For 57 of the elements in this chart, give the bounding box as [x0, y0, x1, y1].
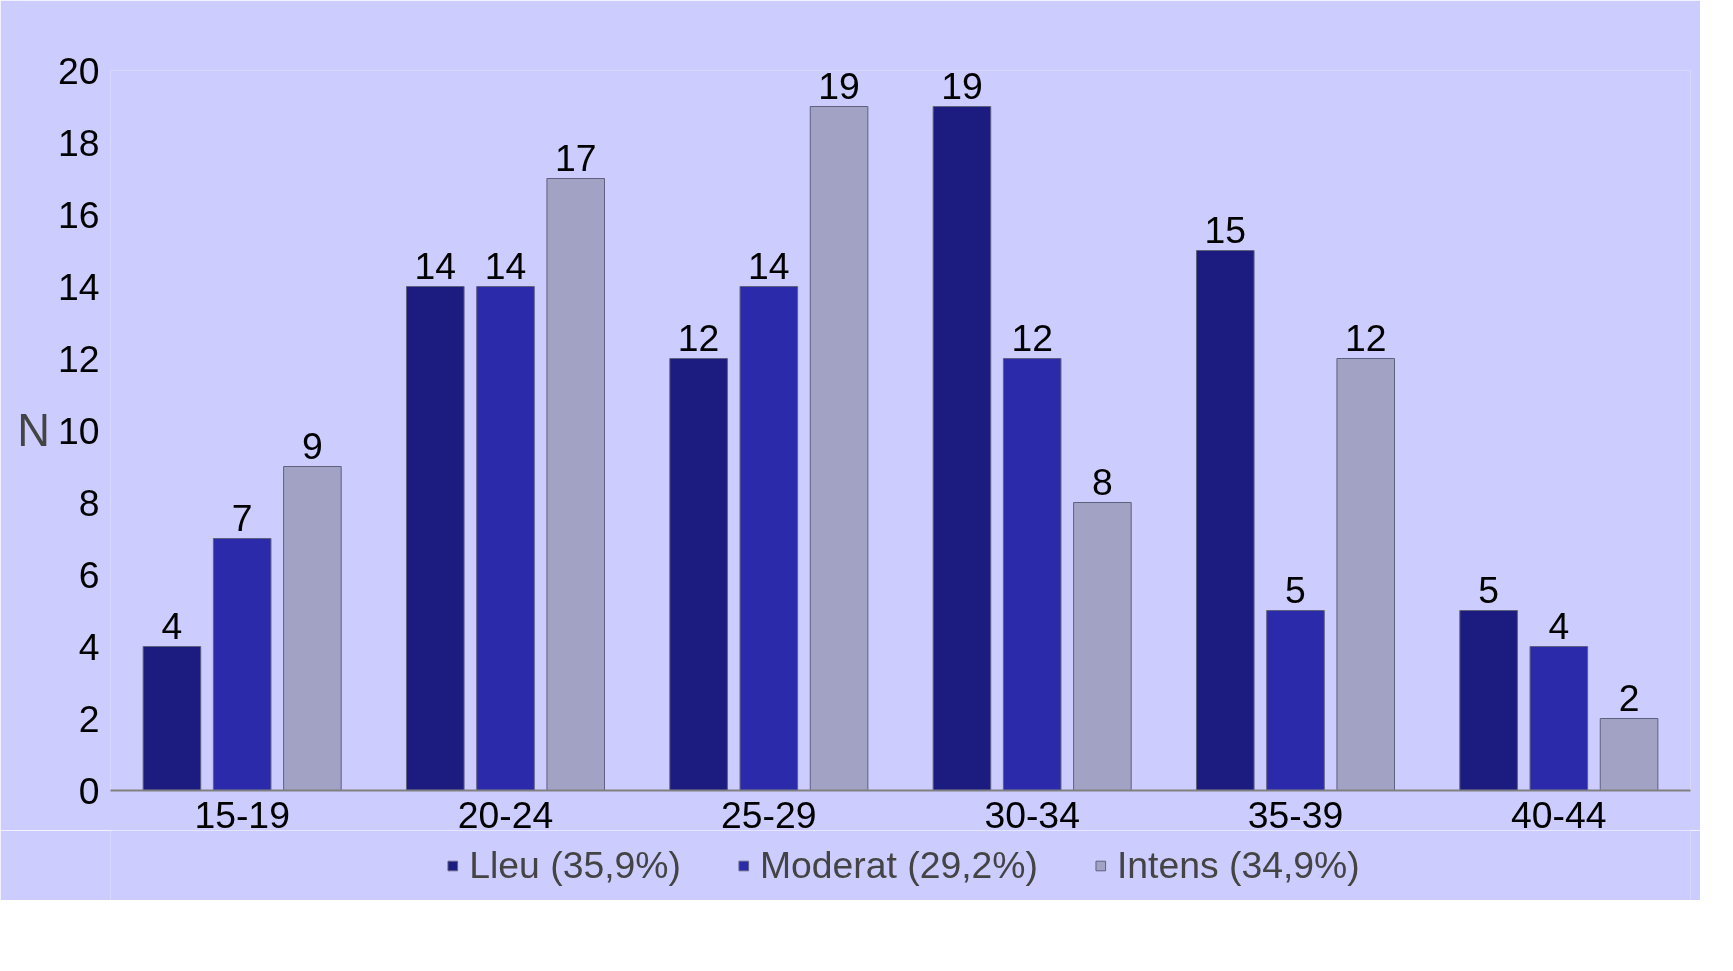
bar — [283, 466, 342, 791]
data-label: 14 — [484, 244, 527, 287]
y-tick-label: 10 — [57, 409, 100, 452]
bar — [1459, 610, 1518, 791]
legend-label: Lleu (35,9%) — [469, 843, 681, 887]
bar — [669, 358, 728, 791]
y-axis-title: N — [17, 405, 50, 456]
bar — [1073, 502, 1132, 791]
data-label: 7 — [231, 496, 253, 539]
y-tick-label: 20 — [57, 49, 100, 92]
data-label: 14 — [414, 244, 457, 287]
bar — [1529, 646, 1589, 791]
data-label: 12 — [1011, 316, 1053, 359]
legend-label: Moderat (29,2%) — [759, 843, 1038, 887]
y-tick-label: 12 — [57, 337, 100, 380]
y-tick-label: 2 — [78, 697, 100, 740]
data-label: 12 — [1344, 316, 1387, 359]
x-tick-label: 25-29 — [721, 793, 817, 836]
x-tick-label: 20-24 — [457, 793, 554, 836]
data-label: 8 — [1092, 460, 1113, 503]
data-label: 4 — [161, 604, 183, 647]
x-tick-label: 30-34 — [984, 793, 1080, 836]
data-label: 4 — [1548, 604, 1570, 647]
y-tick-label: 8 — [78, 481, 100, 524]
legend-label: Intens (34,9%) — [1116, 843, 1360, 887]
data-label: 19 — [818, 64, 860, 107]
data-label: 12 — [677, 316, 720, 359]
bar — [476, 286, 535, 791]
y-tick-label: 4 — [78, 625, 100, 668]
bar — [546, 178, 606, 791]
bar — [932, 106, 992, 791]
bar — [1266, 610, 1325, 791]
data-label: 5 — [1285, 568, 1306, 611]
y-tick-label: 14 — [57, 265, 100, 308]
data-label: 17 — [554, 136, 597, 179]
y-tick-label: 16 — [57, 193, 100, 236]
bar — [212, 538, 272, 791]
bar — [1002, 358, 1062, 791]
x-tick-label: 15-19 — [194, 793, 290, 836]
bar — [1336, 358, 1396, 791]
y-tick-label: 6 — [78, 553, 100, 596]
bar — [739, 286, 799, 791]
bar — [1599, 718, 1659, 791]
data-label: 19 — [941, 64, 983, 107]
bar — [142, 646, 202, 791]
x-tick-label: 35-39 — [1247, 793, 1344, 836]
y-tick-label: 0 — [78, 769, 100, 812]
x-tick-label: 40-44 — [1511, 793, 1607, 836]
data-label: 9 — [302, 424, 323, 467]
bar — [405, 286, 465, 791]
bar — [809, 106, 869, 791]
data-label: 2 — [1618, 676, 1640, 719]
data-label: 5 — [1478, 568, 1499, 611]
data-label: 14 — [748, 244, 790, 287]
y-tick-label: 18 — [57, 121, 100, 164]
data-label: 15 — [1204, 208, 1247, 251]
bar — [1195, 250, 1255, 791]
